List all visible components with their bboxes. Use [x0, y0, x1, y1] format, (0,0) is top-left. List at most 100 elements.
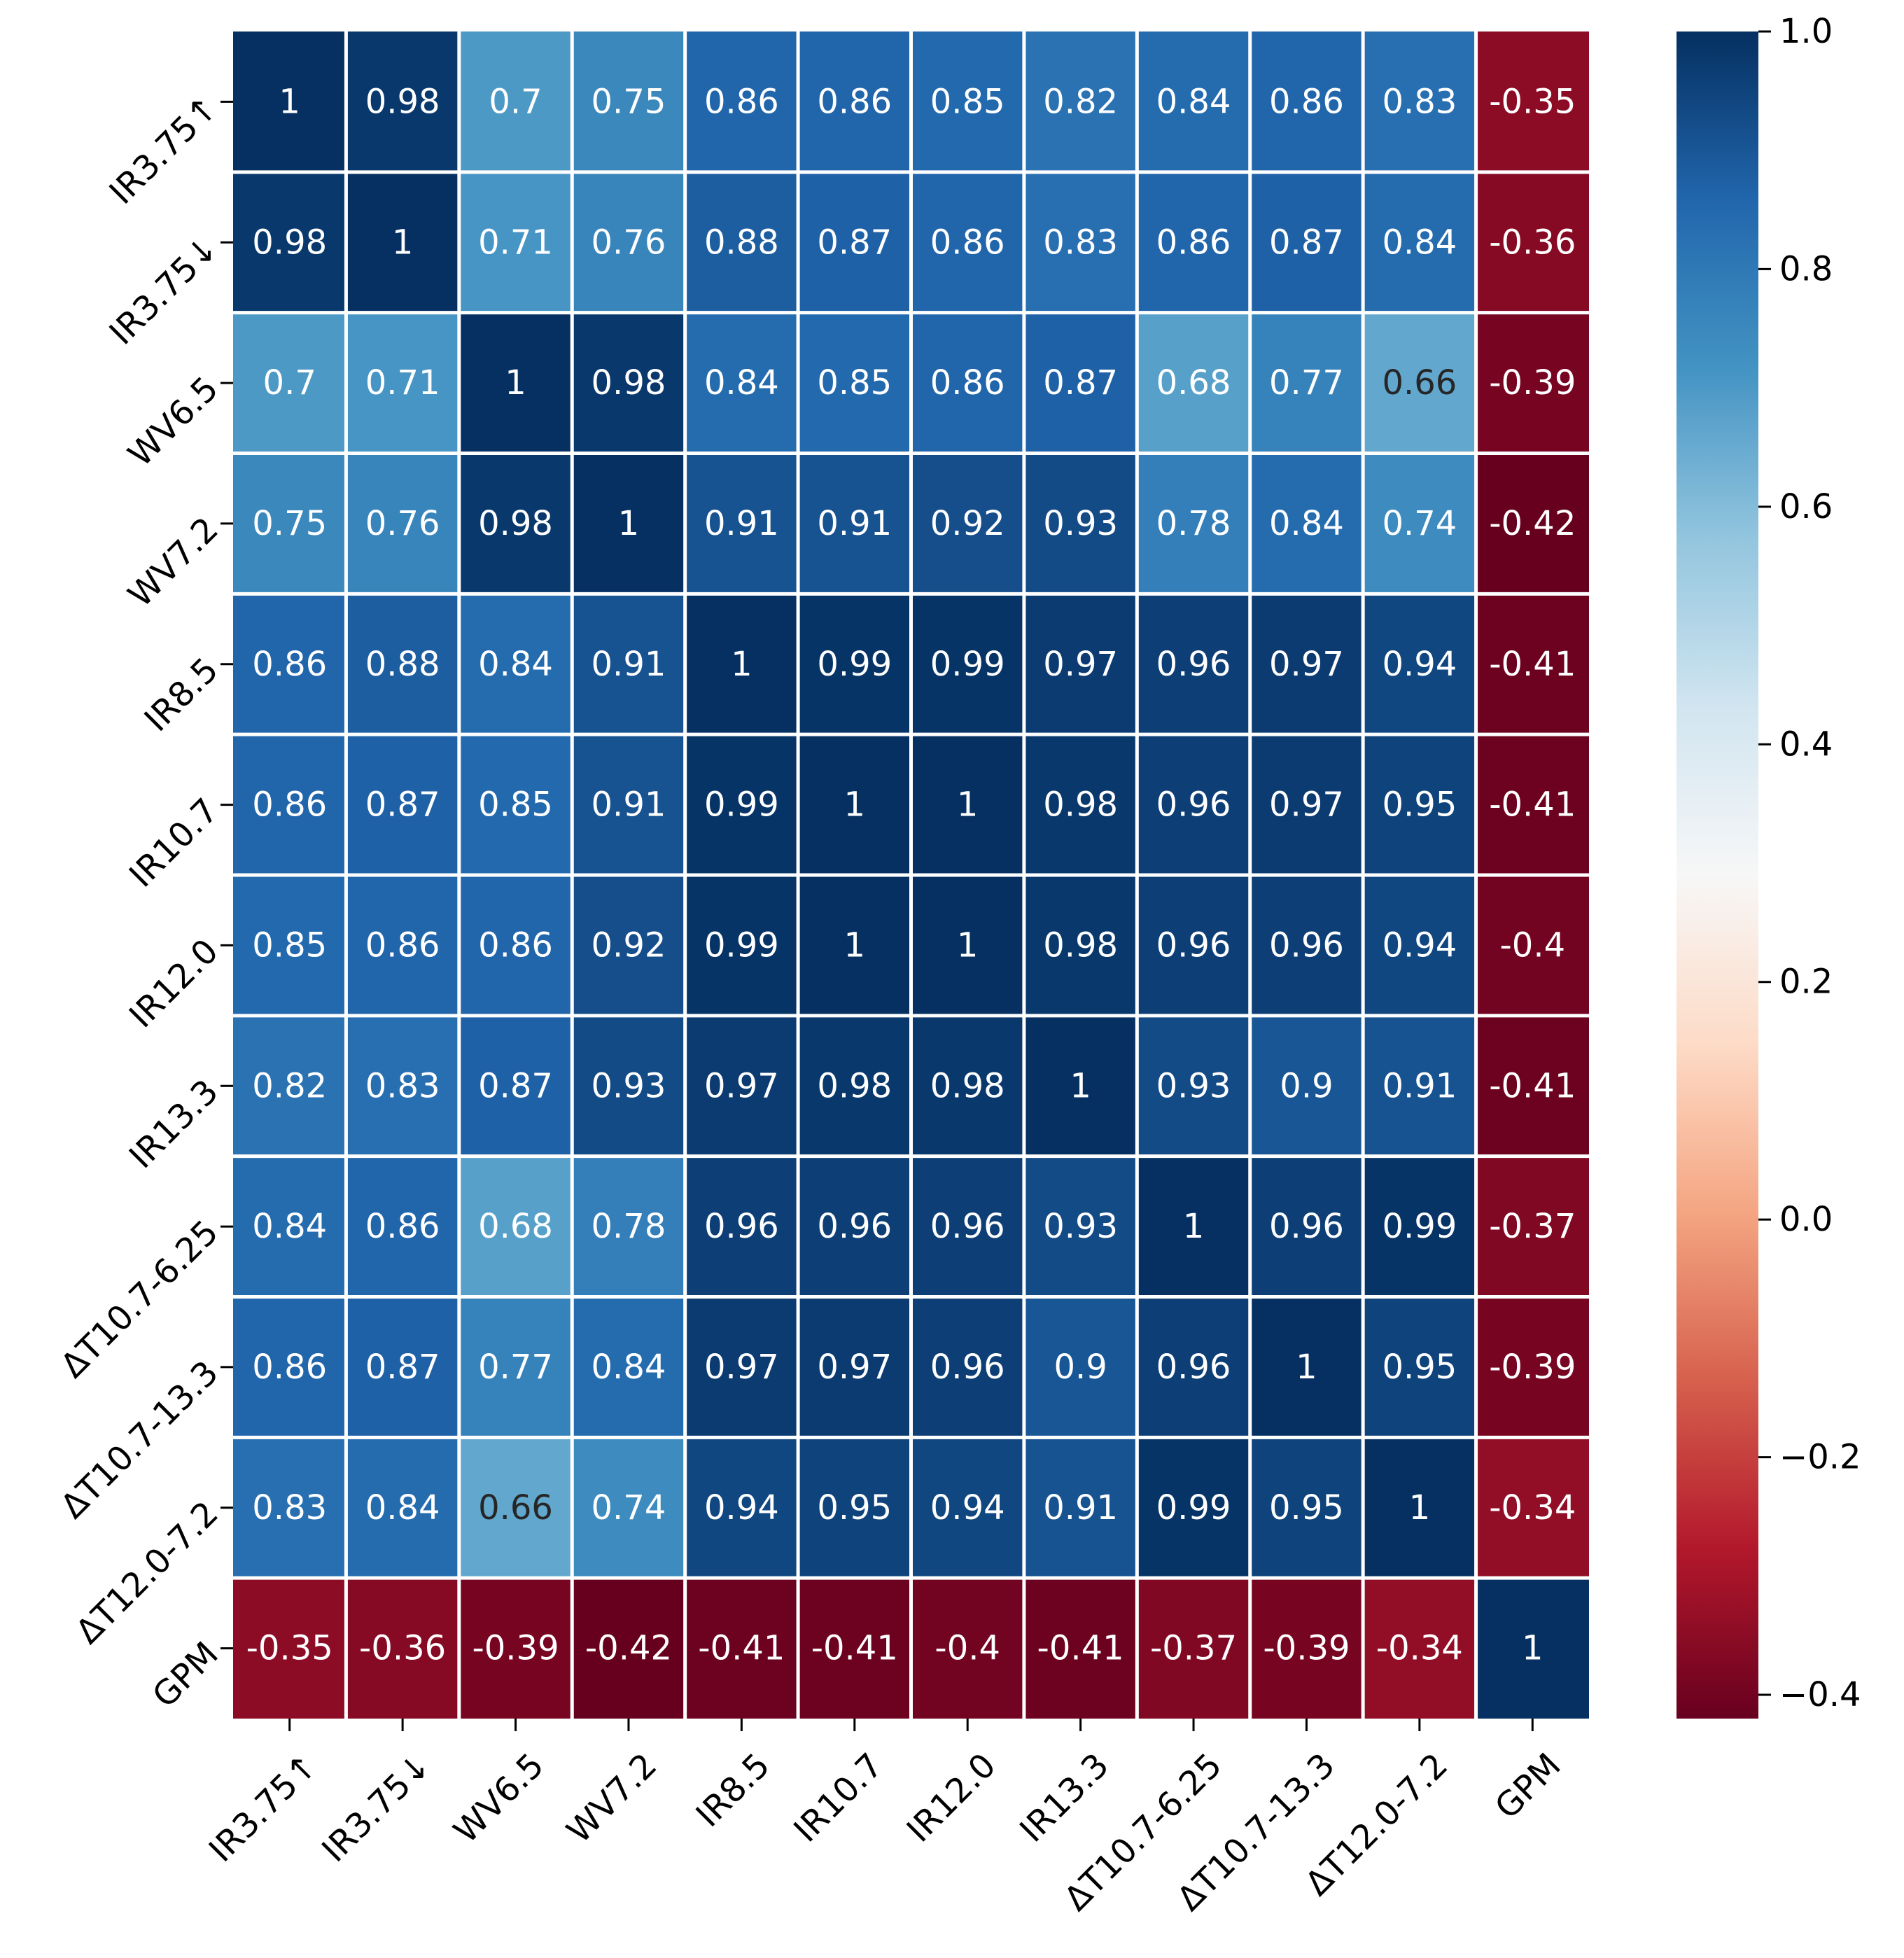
- cell-value-label: -0.37: [1489, 1207, 1576, 1246]
- heatmap-cell: [458, 1437, 573, 1579]
- heatmap-cell: [458, 594, 573, 735]
- cell-value-label: -0.35: [1489, 82, 1576, 121]
- cell-value-label: 0.96: [1269, 925, 1344, 965]
- cell-value-label: 0.95: [1269, 1488, 1344, 1527]
- heatmap-cell: [1023, 453, 1138, 594]
- cell-value-label: 0.85: [930, 82, 1005, 121]
- heatmap-cell: [572, 734, 685, 875]
- heatmap-cell: [1250, 1437, 1364, 1579]
- heatmap-cell: [572, 594, 685, 735]
- heatmap-cell: [572, 1437, 685, 1579]
- cell-value-label: -0.36: [1489, 223, 1576, 262]
- x-tick-label: IR13.3: [1012, 1746, 1116, 1850]
- heatmap-cell: [458, 1015, 573, 1156]
- cell-value-label: 0.91: [1043, 1488, 1118, 1527]
- heatmap-cell: [1137, 172, 1250, 313]
- heatmap-cell: [346, 734, 459, 875]
- cell-value-label: 0.9: [1054, 1348, 1107, 1387]
- cell-value-label: 0.84: [1269, 504, 1344, 543]
- cell-value-label: 0.76: [592, 223, 666, 262]
- x-tick-label: IR10.7: [786, 1746, 890, 1850]
- cell-value-label: 0.96: [1269, 1207, 1344, 1246]
- heatmap-cell: [1137, 1296, 1250, 1438]
- heatmap-cell: [1250, 875, 1364, 1016]
- colorbar-tick-label: 0.8: [1779, 249, 1833, 288]
- colorbar-tick-label: −0.4: [1779, 1675, 1861, 1714]
- heatmap-cell: [798, 312, 911, 454]
- cell-value-label: 0.94: [930, 1488, 1005, 1527]
- heatmap-cell: [1250, 1015, 1364, 1156]
- cell-value-label: 0.97: [1269, 645, 1344, 684]
- heatmap-cell: [233, 594, 346, 735]
- cell-value-label: -0.36: [359, 1629, 446, 1668]
- cell-value-label: 0.86: [365, 1207, 440, 1246]
- cell-value-label: 0.71: [478, 223, 553, 262]
- heatmap-cell: [911, 1015, 1024, 1156]
- cell-value-label: 0.84: [478, 645, 553, 684]
- cell-value-label: 0.86: [1156, 223, 1231, 262]
- heatmap-cell: [1250, 1578, 1364, 1719]
- heatmap-cell: [798, 875, 911, 1016]
- cell-value-label: 0.96: [1156, 785, 1231, 825]
- cell-value-label: 0.94: [1382, 925, 1457, 965]
- heatmap-cell: [346, 312, 459, 454]
- heatmap-cell: [1476, 1296, 1589, 1438]
- cell-value-label: 0.96: [1156, 1348, 1231, 1387]
- heatmap-cell: [798, 453, 911, 594]
- cell-value-label: 0.93: [1156, 1066, 1231, 1105]
- cell-value-label: 0.95: [1382, 1348, 1457, 1387]
- heatmap-cell: [1476, 734, 1589, 875]
- heatmap-cell: [1023, 1437, 1138, 1579]
- heatmap-cell: [685, 875, 799, 1016]
- cell-value-label: 0.91: [817, 504, 892, 543]
- cell-value-label: 1: [392, 223, 414, 262]
- heatmap-cell: [572, 1296, 685, 1438]
- cell-value-label: 1: [1522, 1629, 1544, 1668]
- y-tick-label: IR12.0: [122, 932, 226, 1036]
- heatmap-cell: [1137, 734, 1250, 875]
- cell-value-label: -0.4: [1499, 925, 1565, 965]
- heatmap-cell: [1250, 1296, 1364, 1438]
- cell-value-label: -0.41: [1489, 645, 1576, 684]
- heatmap-cell: [346, 453, 459, 594]
- heatmap-cell: [1250, 172, 1364, 313]
- cell-value-label: 0.87: [365, 1348, 440, 1387]
- cell-value-label: 0.92: [592, 925, 666, 965]
- cell-value-label: 0.86: [478, 925, 553, 965]
- heatmap-cell: [685, 172, 799, 313]
- y-tick-label: IR8.5: [137, 650, 226, 739]
- cell-value-label: 0.95: [1382, 785, 1457, 825]
- heatmap-cell: [346, 172, 459, 313]
- cell-value-label: 0.98: [365, 82, 440, 121]
- colorbar-tick-label: 0.6: [1779, 487, 1833, 526]
- heatmap-cell: [233, 875, 346, 1016]
- heatmap-cell: [233, 32, 346, 172]
- y-tick-label: IR13.3: [122, 1072, 226, 1176]
- heatmap-cell: [1023, 312, 1138, 454]
- heatmap-cell: [1023, 594, 1138, 735]
- y-tick-label: IR10.7: [122, 791, 226, 895]
- cell-value-label: 1: [844, 925, 866, 965]
- cell-value-label: 0.71: [365, 363, 440, 403]
- cell-value-label: 0.86: [817, 82, 892, 121]
- heatmap-cell: [346, 32, 459, 172]
- heatmap-cell: [1137, 453, 1250, 594]
- cell-value-label: -0.42: [1489, 504, 1576, 543]
- heatmap-cell: [1023, 172, 1138, 313]
- cell-value-label: 0.78: [592, 1207, 666, 1246]
- heatmap-cell: [1250, 32, 1364, 172]
- colorbar-tick-label: 0.0: [1779, 1200, 1833, 1239]
- heatmap-cell: [1023, 1296, 1138, 1438]
- heatmap-cell: [911, 1296, 1024, 1438]
- cell-value-label: 0.92: [930, 504, 1005, 543]
- cell-value-label: 1: [731, 645, 752, 684]
- cell-value-label: 0.97: [1269, 785, 1344, 825]
- cell-value-label: 0.99: [704, 925, 779, 965]
- cell-value-label: 0.87: [365, 785, 440, 825]
- heatmap-cell: [798, 594, 911, 735]
- cell-value-label: 1: [279, 82, 300, 121]
- cell-value-label: 1: [618, 504, 640, 543]
- heatmap-cell: [1250, 734, 1364, 875]
- heatmap-cell: [1137, 594, 1250, 735]
